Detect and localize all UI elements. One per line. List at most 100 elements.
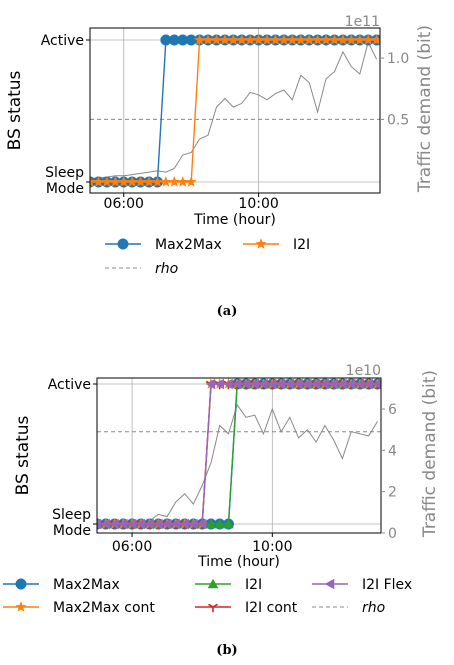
legend-marker [15,601,27,612]
legend-entry: Max2Max cont [3,600,155,616]
plot-area [90,28,380,193]
right-axis-exponent: 1e11 [345,14,380,30]
data-point [100,518,111,530]
traffic-demand-line [90,40,378,179]
data-point [219,34,231,45]
panel-caption: (b) [216,643,237,658]
data-point [126,518,137,530]
legend-entry: rho [105,261,178,277]
data-point [202,34,214,45]
data-point [210,34,223,45]
legend-label: I2I [245,577,262,593]
x-tick-label: 10:00 [238,196,278,212]
plot-area [97,378,381,533]
plot-content [97,378,381,530]
y-right-tick-label: 4 [388,443,397,459]
legend-entry: I2I Flex [312,577,412,593]
legend-label: rho [362,600,385,616]
data-point [160,176,172,187]
data-point [236,34,248,45]
panel-caption: (a) [217,304,238,319]
data-point [345,34,357,45]
plot-frame [96,377,382,534]
legend-label: I2I Flex [362,577,412,593]
data-point [109,176,121,187]
right-axis-exponent: 1e10 [346,363,381,379]
legend-marker [207,578,219,589]
data-point [117,518,128,530]
y-right-tick-label: 0.5 [387,112,409,128]
y-right-tick-label: 1.0 [387,51,409,67]
data-point [354,378,365,390]
data-point [337,378,347,390]
data-point [371,34,380,45]
y-axis-label-right: Traffic demand (bit) [420,370,440,538]
data-point [118,176,130,187]
data-point [153,518,163,530]
data-point [205,378,216,390]
data-point [278,34,290,45]
data-point [303,34,315,45]
data-point [249,378,260,390]
data-point [293,378,303,390]
data-point [170,518,181,530]
legend-marker [255,238,267,249]
y-axis-label-right: Traffic demand (bit) [415,25,435,193]
data-point [185,176,197,187]
legend-label: rho [155,261,178,277]
legend-label: Max2Max cont [53,600,155,616]
data-point [90,176,96,187]
y-axis-label-left: BS status [5,70,25,150]
data-point [188,518,198,530]
data-point [194,34,206,45]
y-tick-label-sleep-mode: Sleep Mode [52,507,91,539]
x-tick-label: 10:00 [252,539,292,555]
data-point [179,518,189,530]
data-point [267,378,277,390]
legend-entry: I2I [195,577,262,593]
x-axis-label: Time (hour) [193,212,276,228]
y-tick-label-active: Active [48,377,91,393]
data-point [328,34,341,45]
data-point [143,176,155,187]
data-point [345,378,356,390]
y-right-tick-label: 0 [388,526,397,542]
data-point [295,34,307,45]
legend-entry: Max2Max [105,237,222,253]
y-tick-label-line: Mode [53,523,91,539]
legend-entry: Max2Max [3,577,120,593]
y-right-tick-label: 2 [388,485,397,501]
data-point [261,34,273,45]
data-point [275,378,286,390]
legend-entry: I2I [243,237,310,253]
y-tick-label-sleep-mode: Sleep Mode [45,165,84,197]
data-point [196,518,207,530]
plot-frame [89,27,381,194]
data-point [310,378,321,390]
data-point [253,34,265,45]
data-point [214,518,226,529]
data-point [362,34,374,45]
data-point [269,34,282,45]
data-point [320,34,332,45]
legend-marker [324,578,335,590]
data-point [328,378,338,390]
data-point [363,378,373,390]
data-point [240,378,251,390]
data-point [223,378,233,390]
x-tick-label: 06:00 [104,196,144,212]
data-point [372,379,381,389]
data-point [337,34,349,45]
plot-content [90,34,380,188]
data-point [258,378,268,390]
legend-entry: rho [312,600,385,616]
data-point [126,176,138,187]
y-tick-label-line: Sleep [52,507,91,523]
data-point [205,518,217,529]
data-point [97,518,102,530]
x-tick-label: 06:00 [112,539,152,555]
data-point [92,176,104,187]
